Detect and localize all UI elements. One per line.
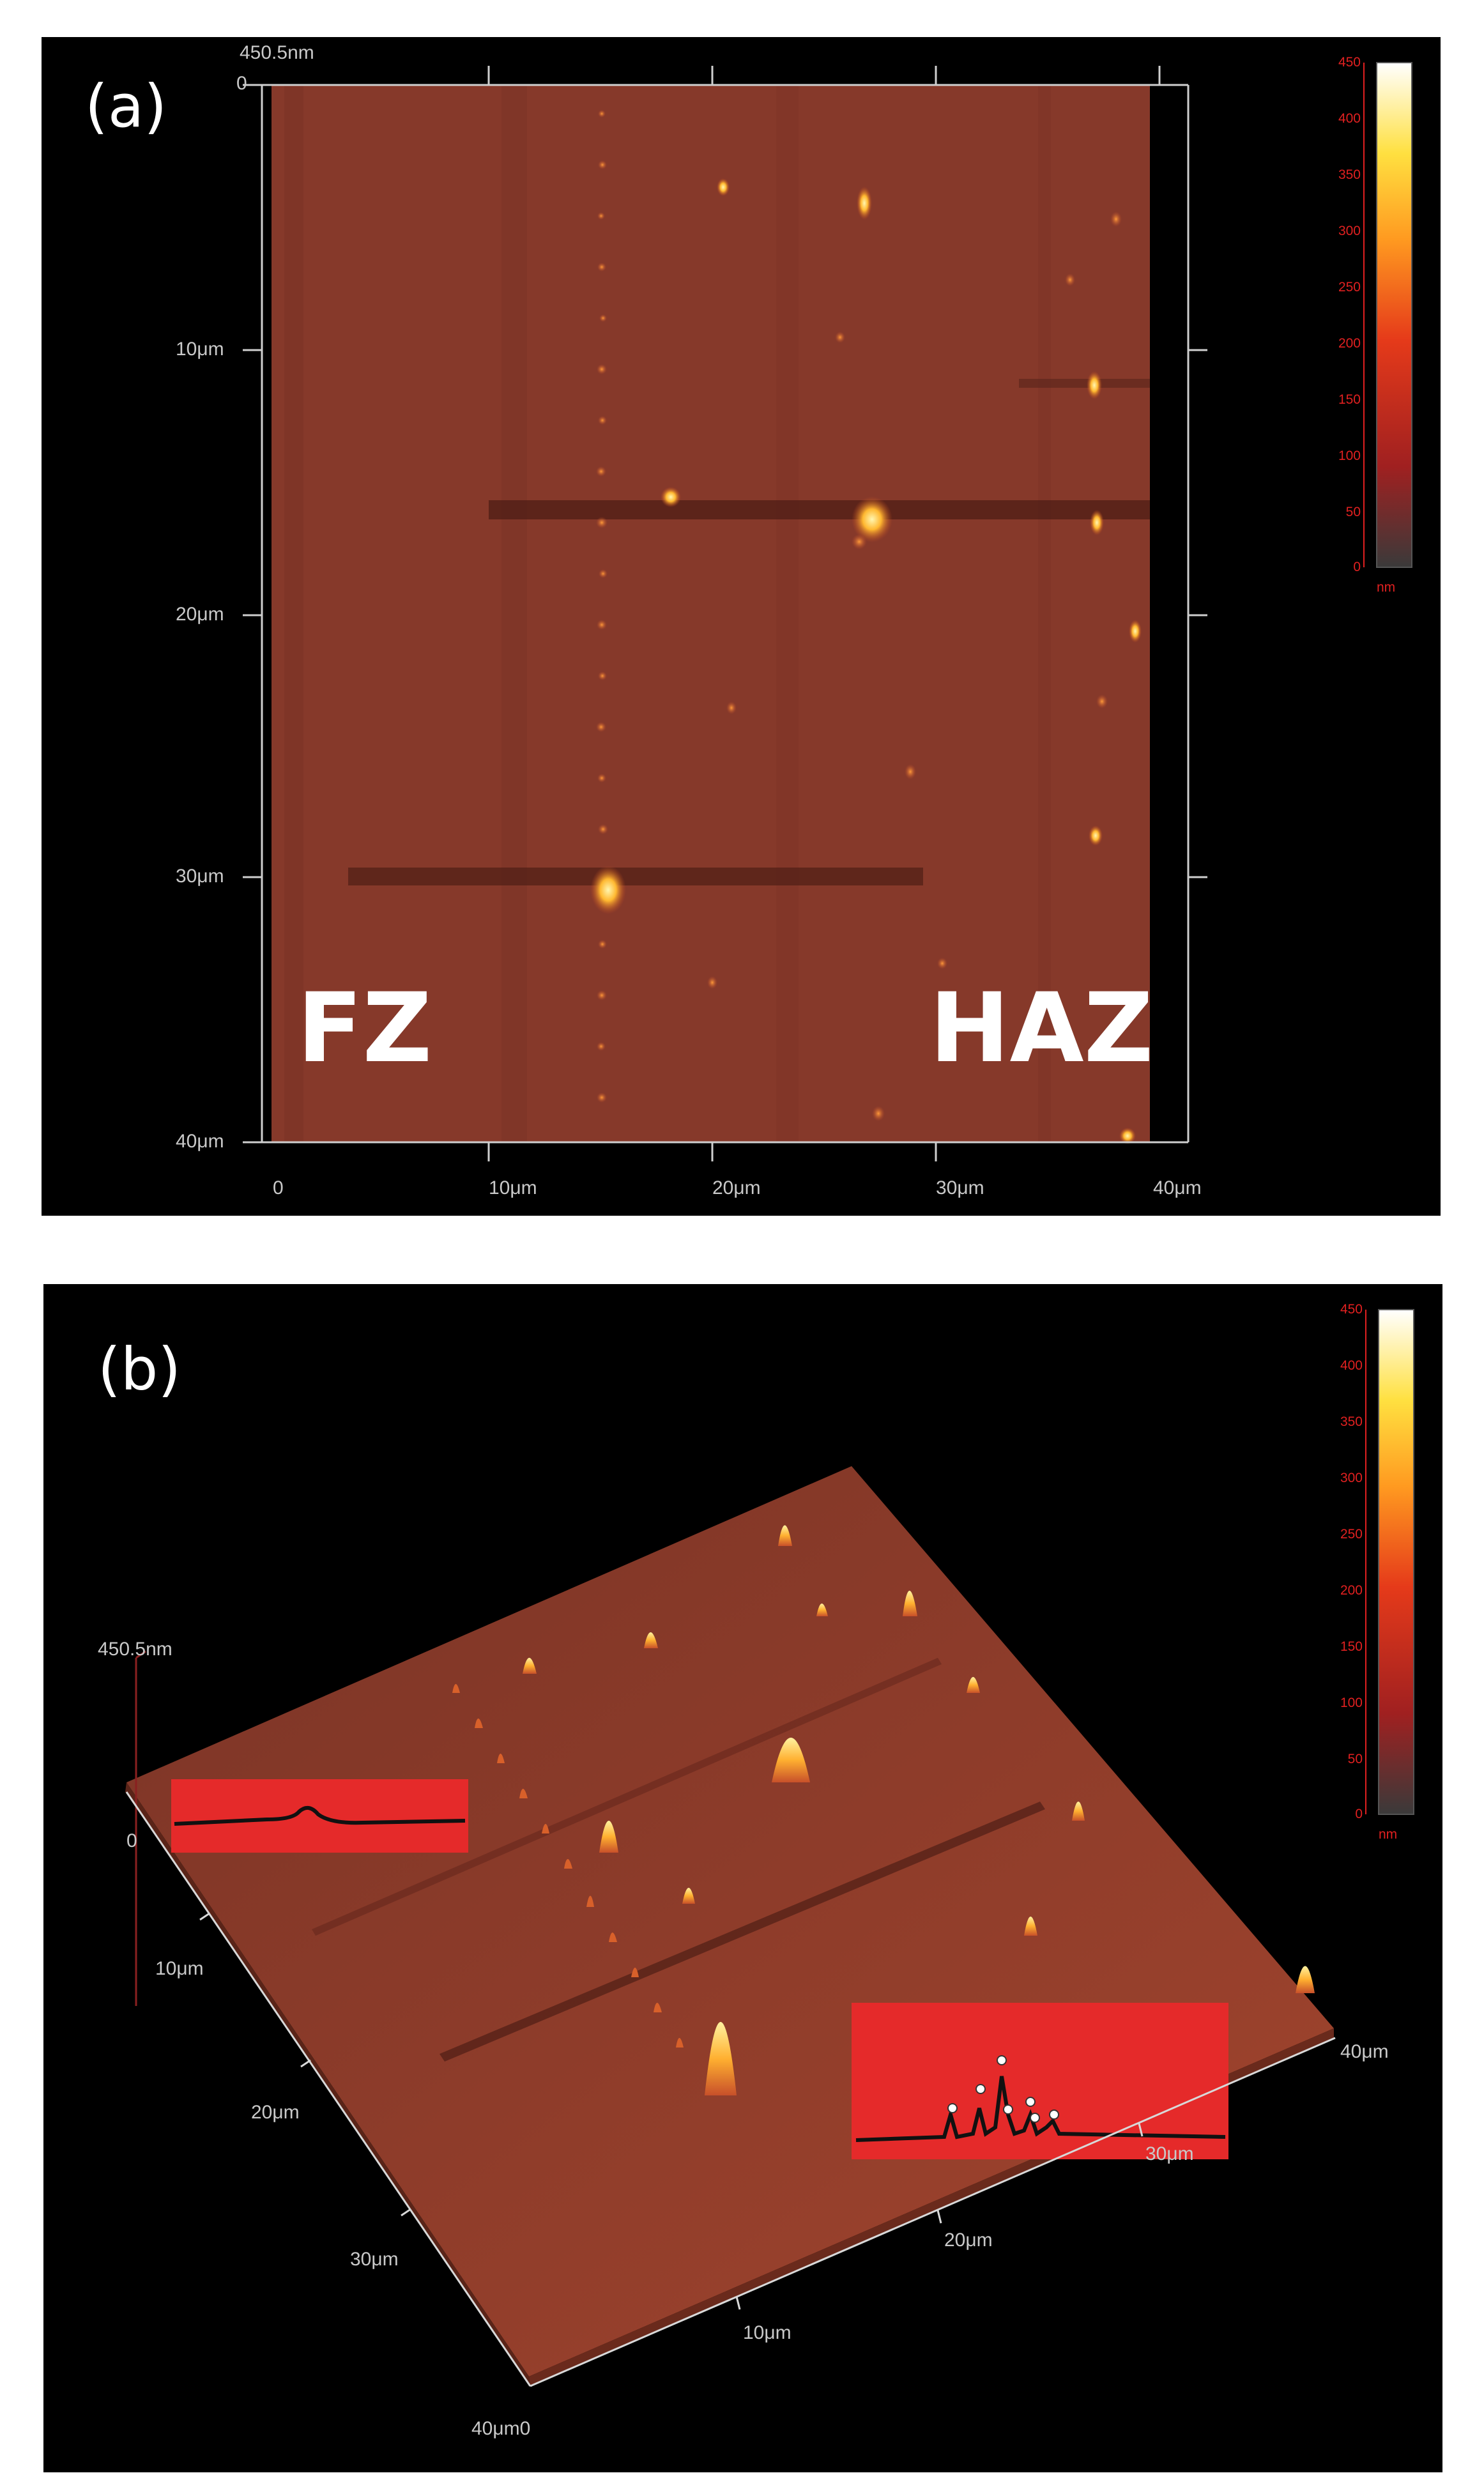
boundary-dots [596,110,608,1103]
x-tick: 20μm [944,2230,993,2251]
boundary-peaks [452,1684,684,2048]
y-tick: 10μm [155,1958,204,1979]
colorbar-unit: nm [1379,1827,1398,1842]
x-tick: 40μm [1340,2041,1389,2062]
x-tick: 20μm [712,1177,761,1198]
x-tick: 40μm [1153,1177,1202,1198]
afm-2d-panel: (a) 450.5nm 0 10μm 20μm 30μm 40μm 0 10μm… [42,37,1441,1216]
colorbar [1363,62,1412,568]
surface-peaks [523,1525,1315,2095]
z-max-label: 450.5nm [98,1639,172,1660]
afm-3d-panel: (b) 450.5nm 0 10μm 20μm 30μm 40μm0 10μm … [43,1284,1442,2472]
colorbar-unit: nm [1377,580,1396,595]
axis-frame [243,66,1207,1161]
fusion-zone-label: FZ [297,973,432,1084]
z-axis [135,1650,146,2006]
y-tick: 0 [236,73,247,94]
panel-label: (a) [85,72,167,141]
corner-label: 40μm0 [471,2418,531,2439]
y-tick: 40μm [176,1131,224,1152]
y-tick: 20μm [251,2102,300,2123]
y-tick: 10μm [176,339,224,360]
height-profile-inset [852,2003,1228,2159]
height-map [272,85,1150,1142]
scan-line [348,868,923,885]
x-tick: 10μm [489,1177,537,1198]
xy-axes [125,1791,1336,2387]
height-profile-inset [171,1779,468,1853]
y-tick: 30μm [350,2249,399,2270]
x-tick: 30μm [936,1177,984,1198]
x-tick: 30μm [1145,2143,1194,2164]
heat-affected-zone-label: HAZ [929,973,1154,1084]
z-max-label: 450.5nm [240,42,314,63]
y-tick: 30μm [176,866,224,887]
colorbar [1365,1309,1414,1815]
afm-2d-map [243,62,1412,1161]
x-tick: 0 [273,1177,284,1198]
x-tick: 10μm [743,2322,792,2343]
panel-label: (b) [98,1335,181,1404]
surface-plane [126,1466,1334,2377]
afm-3d-surface [125,1309,1414,2387]
particles [590,178,1142,1144]
y-tick: 20μm [176,604,224,625]
scan-line [489,500,1150,519]
z-zero-label: 0 [126,1830,137,1851]
